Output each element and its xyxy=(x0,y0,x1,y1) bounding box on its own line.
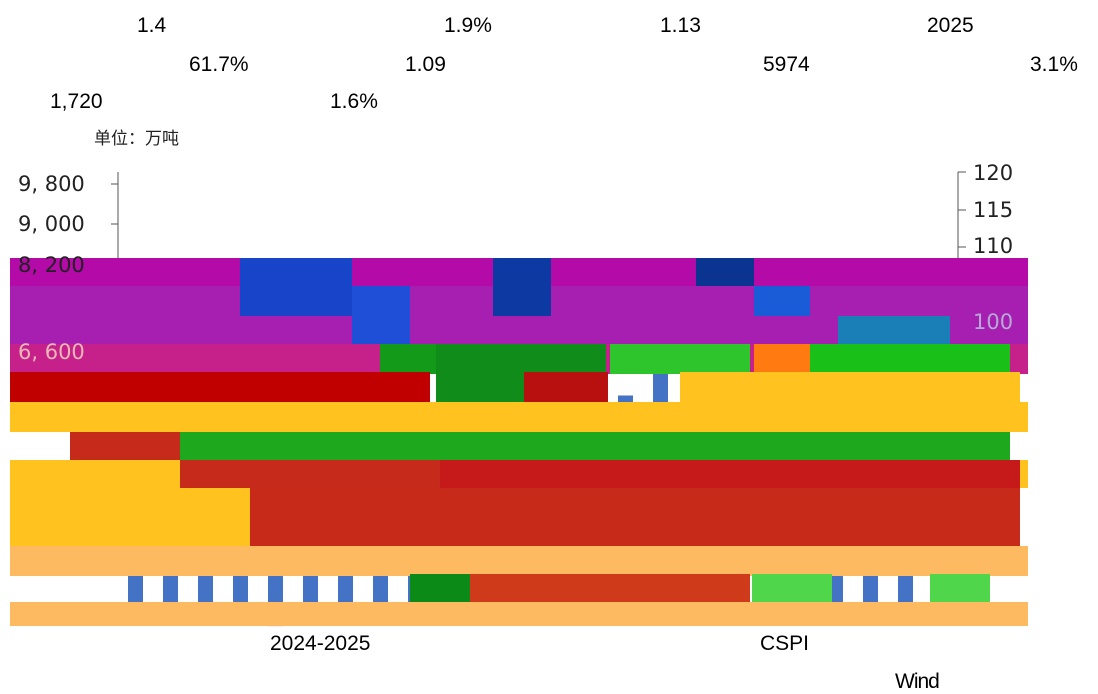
overlay-block-26 xyxy=(10,546,1028,576)
overlay-block-8 xyxy=(838,316,950,344)
y-right-tick-4: 100 xyxy=(973,310,1014,334)
stat-8: 3.1% xyxy=(1030,53,1078,76)
stat-6: 1.09 xyxy=(405,53,446,76)
y-left-tick-4: 6, 600 xyxy=(18,340,85,364)
overlay-block-15 xyxy=(10,372,430,402)
overlay-block-13 xyxy=(754,344,810,374)
overlay-block-23 xyxy=(440,460,1020,488)
overlay-block-16 xyxy=(524,372,608,402)
overlay-block-6 xyxy=(696,258,754,286)
overlay-block-12 xyxy=(610,344,750,374)
overlay-block-5 xyxy=(493,258,551,316)
overlay-block-25 xyxy=(250,488,1020,546)
overlay-block-24 xyxy=(10,488,250,546)
y-left-tick-3: 8, 200 xyxy=(18,253,85,277)
y-right-tick-1: 120 xyxy=(973,161,1014,185)
x-caption-right: CSPI xyxy=(760,632,810,655)
stat-1: 1.4 xyxy=(137,14,167,37)
overlay-block-7 xyxy=(754,286,810,316)
y-right-tick-2: 115 xyxy=(973,198,1014,222)
x-caption-left: 2024-2025 xyxy=(270,632,371,655)
overlay-block-28 xyxy=(470,574,750,604)
stat-4: 2025 xyxy=(927,14,974,37)
stat-7: 5974 xyxy=(763,53,810,76)
stat-3: 1.13 xyxy=(660,14,701,37)
y-left-tick-2: 9, 000 xyxy=(18,212,85,236)
overlay-block-27 xyxy=(410,574,470,604)
y-left-tick-1: 9, 800 xyxy=(18,172,85,196)
overlay-block-20 xyxy=(180,432,1010,462)
stat-2: 1.9% xyxy=(444,14,492,37)
overlay-block-19 xyxy=(70,432,180,462)
overlay-block-14 xyxy=(810,344,1010,374)
overlay-block-3 xyxy=(240,258,352,316)
y-right-tick-3: 110 xyxy=(973,234,1014,258)
stat-9: 1,720 xyxy=(50,90,103,113)
overlay-block-4 xyxy=(352,286,410,344)
stat-10: 1.6% xyxy=(330,90,378,113)
overlay-block-10 xyxy=(380,344,436,374)
overlay-block-29 xyxy=(752,574,832,604)
overlay-block-22 xyxy=(180,460,440,488)
overlay-block-30 xyxy=(930,574,990,604)
overlay-block-17 xyxy=(680,372,1020,402)
unit-label: 单位：万吨 xyxy=(94,129,179,149)
overlay-block-31 xyxy=(10,602,1028,626)
overlay-block-18 xyxy=(10,402,1028,432)
stat-5: 61.7% xyxy=(189,53,249,76)
source-label: Wind xyxy=(895,670,940,693)
